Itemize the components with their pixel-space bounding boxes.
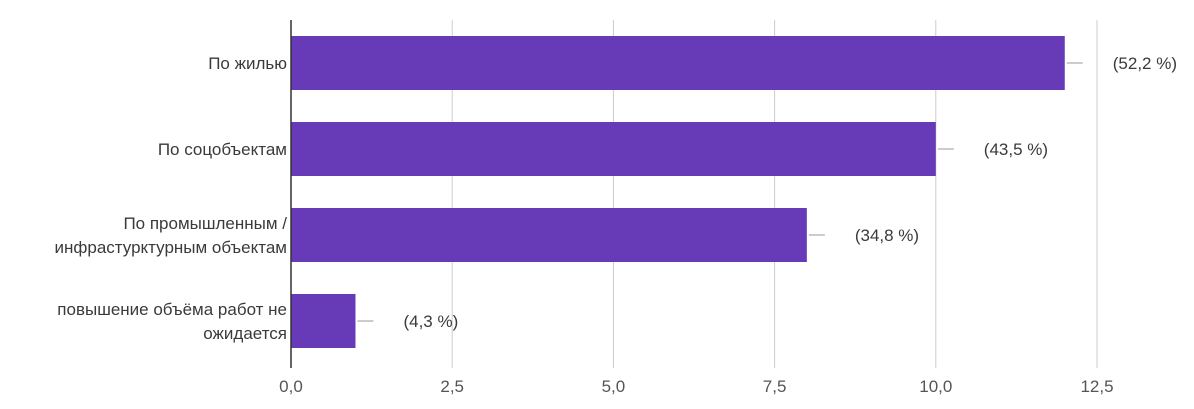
x-tick-label: 0,0 — [279, 377, 303, 396]
value-label: (52,2 %) — [1113, 54, 1177, 73]
value-label: (34,8 %) — [855, 226, 919, 245]
category-label: По промышленным / — [123, 214, 287, 233]
value-label: (4,3 %) — [403, 312, 458, 331]
category-label: По соцобъектам — [158, 140, 287, 159]
x-tick-label: 12,5 — [1080, 377, 1113, 396]
bar — [291, 294, 356, 348]
axes — [290, 20, 1083, 368]
bar — [291, 122, 936, 176]
category-label: ожидается — [203, 324, 287, 343]
labels: 0,0 2,5 5,0 7,5 10,0 12,5 (52,2 %) По жилью (43,… — [55, 54, 1177, 396]
x-tick-label: 7,5 — [763, 377, 787, 396]
category-label: По жилью — [208, 54, 287, 73]
bar — [291, 208, 807, 262]
category-label: инфрастурктурным объектам — [55, 238, 287, 257]
x-tick-label: 5,0 — [602, 377, 626, 396]
category-label: повышение объёма работ не — [57, 300, 287, 319]
x-tick-label: 2,5 — [440, 377, 464, 396]
x-tick-label: 10,0 — [919, 377, 952, 396]
bars — [291, 36, 1065, 348]
bar — [291, 36, 1065, 90]
value-label: (43,5 %) — [984, 140, 1048, 159]
